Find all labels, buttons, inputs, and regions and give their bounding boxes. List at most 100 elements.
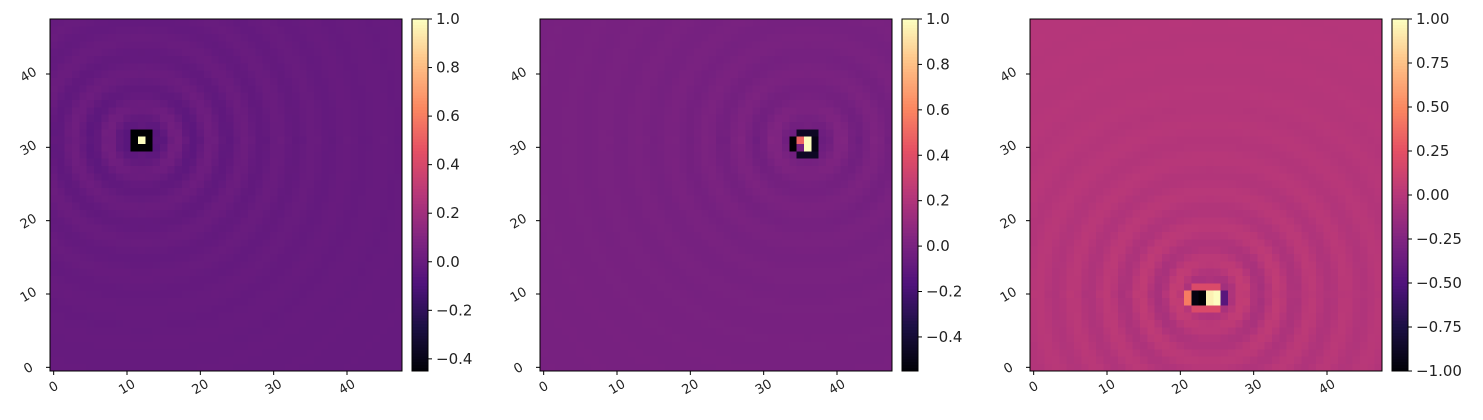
heatmap-cell bbox=[189, 187, 198, 196]
heatmap-cell bbox=[130, 363, 139, 372]
heatmap-cell bbox=[686, 224, 695, 233]
heatmap-cell bbox=[826, 180, 834, 189]
colorbar-segment bbox=[902, 215, 918, 219]
heatmap-cell bbox=[284, 202, 293, 211]
heatmap-cell bbox=[101, 33, 110, 42]
heatmap-cell bbox=[233, 41, 242, 49]
heatmap-cell bbox=[774, 327, 783, 335]
heatmap-cell bbox=[233, 99, 242, 108]
heatmap-cell bbox=[174, 121, 183, 130]
heatmap-cell bbox=[321, 297, 330, 306]
heatmap-cell bbox=[540, 341, 548, 350]
heatmap-cell bbox=[840, 349, 849, 357]
heatmap-cell bbox=[576, 246, 585, 255]
heatmap-cell bbox=[811, 121, 820, 130]
y-tick-label: 0 bbox=[21, 360, 36, 377]
heatmap-cell bbox=[211, 187, 220, 196]
heatmap-cell bbox=[365, 319, 374, 328]
heatmap-cell bbox=[204, 209, 212, 218]
heatmap-cell bbox=[672, 363, 680, 372]
heatmap-cell bbox=[108, 224, 117, 233]
heatmap-cell bbox=[540, 195, 548, 203]
heatmap-cell bbox=[547, 136, 556, 145]
heatmap-cell bbox=[767, 363, 776, 372]
heatmap-cell bbox=[848, 202, 856, 211]
heatmap-cell bbox=[123, 217, 132, 225]
heatmap-cell bbox=[576, 158, 585, 167]
heatmap-cell bbox=[328, 305, 337, 313]
heatmap-cell bbox=[826, 63, 834, 71]
heatmap-cell bbox=[701, 114, 710, 123]
heatmap-cell bbox=[50, 312, 58, 321]
heatmap-cell bbox=[686, 143, 695, 152]
heatmap-cell bbox=[664, 297, 673, 306]
heatmap-cell bbox=[540, 143, 548, 152]
heatmap-cell bbox=[664, 268, 673, 277]
heatmap-cell bbox=[833, 305, 842, 313]
heatmap-cell bbox=[314, 33, 322, 42]
heatmap-cell bbox=[218, 246, 227, 255]
heatmap-cell bbox=[123, 151, 132, 159]
heatmap-cell bbox=[380, 341, 388, 350]
heatmap-cell bbox=[182, 297, 190, 306]
colorbar-segment bbox=[902, 344, 918, 349]
colorbar-segment bbox=[902, 332, 918, 337]
heatmap-cell bbox=[613, 114, 622, 123]
heatmap-cell bbox=[57, 327, 66, 335]
heatmap-cell bbox=[708, 19, 717, 27]
heatmap-cell bbox=[196, 99, 205, 108]
heatmap-cell bbox=[64, 129, 73, 137]
heatmap-cell bbox=[233, 151, 242, 159]
heatmap-cell bbox=[540, 363, 548, 372]
heatmap-cell bbox=[833, 246, 842, 255]
heatmap-cell bbox=[64, 70, 73, 79]
heatmap-cell bbox=[606, 99, 614, 108]
heatmap-cell bbox=[174, 180, 183, 189]
heatmap-cell bbox=[877, 202, 886, 211]
heatmap-cell bbox=[862, 136, 871, 145]
heatmap-cell bbox=[299, 92, 308, 101]
heatmap-cell bbox=[262, 297, 271, 306]
heatmap-cell bbox=[380, 239, 388, 247]
heatmap-cell bbox=[314, 224, 322, 233]
heatmap-cell bbox=[767, 26, 776, 35]
heatmap-cell bbox=[818, 195, 827, 203]
heatmap-cell bbox=[870, 349, 878, 357]
heatmap-cell bbox=[174, 202, 183, 211]
y-tick-label: 30 bbox=[18, 138, 40, 159]
heatmap-cell bbox=[72, 297, 80, 306]
heatmap-cell bbox=[606, 334, 614, 343]
heatmap-cell bbox=[855, 290, 864, 299]
heatmap-cell bbox=[314, 305, 322, 313]
heatmap-cell bbox=[358, 283, 366, 291]
heatmap-cell bbox=[299, 275, 308, 284]
heatmap-cell bbox=[745, 327, 754, 335]
heatmap-cell bbox=[789, 341, 798, 350]
heatmap-cell bbox=[79, 319, 88, 328]
heatmap-cell bbox=[576, 217, 585, 225]
heatmap-cell bbox=[752, 275, 761, 284]
heatmap-cell bbox=[877, 319, 886, 328]
heatmap-cell bbox=[782, 33, 790, 42]
heatmap-cell bbox=[270, 253, 278, 262]
heatmap-cell bbox=[877, 19, 886, 27]
heatmap-cell bbox=[738, 268, 746, 277]
colorbar-segment bbox=[902, 109, 918, 114]
heatmap-cell bbox=[321, 165, 330, 174]
heatmap-cell bbox=[591, 349, 600, 357]
heatmap-cell bbox=[855, 158, 864, 167]
heatmap-cell bbox=[152, 121, 161, 130]
heatmap-cell bbox=[782, 327, 790, 335]
heatmap-cell bbox=[584, 92, 592, 101]
heatmap-cell bbox=[394, 275, 403, 284]
heatmap-cell bbox=[86, 129, 95, 137]
heatmap-cell bbox=[826, 341, 834, 350]
heatmap-cell bbox=[774, 165, 783, 174]
heatmap-cell bbox=[284, 63, 293, 71]
heatmap-cell bbox=[233, 283, 242, 291]
colorbar-segment bbox=[902, 268, 918, 272]
heatmap-cell bbox=[540, 173, 548, 181]
heatmap-cell bbox=[694, 327, 702, 335]
heatmap-cell bbox=[130, 121, 139, 130]
heatmap-cell bbox=[613, 290, 622, 299]
